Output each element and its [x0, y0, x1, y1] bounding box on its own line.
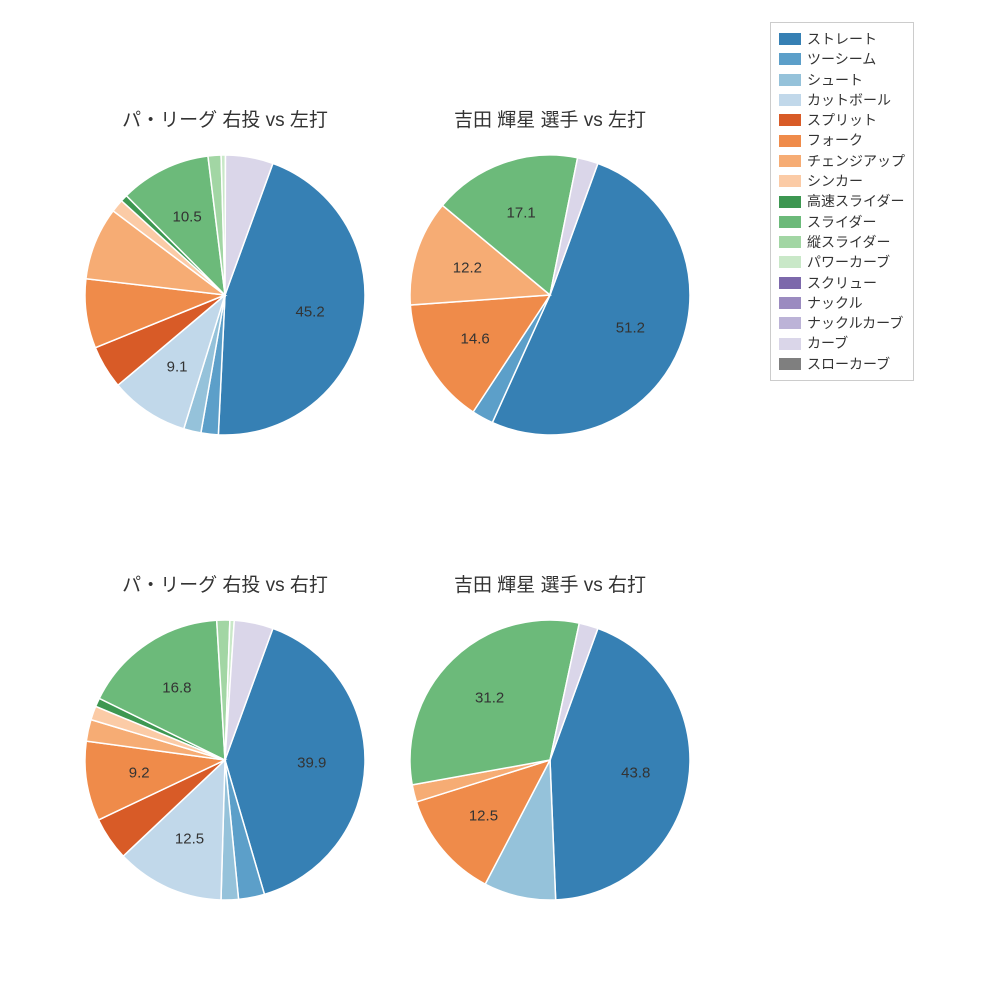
legend-item: カットボール [779, 90, 905, 110]
pie-slice-label: 9.1 [167, 359, 188, 376]
legend-item: ナックルカーブ [779, 313, 905, 333]
legend-box: ストレートツーシームシュートカットボールスプリットフォークチェンジアップシンカー… [770, 22, 914, 381]
legend-swatch [779, 175, 801, 187]
legend-item: フォーク [779, 130, 905, 150]
pie-slice-label: 16.8 [162, 679, 191, 696]
legend-item: ストレート [779, 29, 905, 49]
pie-slice-label: 14.6 [461, 330, 490, 347]
legend-swatch [779, 53, 801, 65]
legend-item: シュート [779, 70, 905, 90]
legend-item: 高速スライダー [779, 191, 905, 211]
legend-swatch [779, 74, 801, 86]
legend-label: フォーク [807, 130, 863, 150]
pie-slice-label: 39.9 [297, 754, 326, 771]
legend-label: 高速スライダー [807, 191, 904, 211]
legend-swatch [779, 358, 801, 370]
legend-item: スプリット [779, 110, 905, 130]
legend-swatch [779, 94, 801, 106]
legend-swatch [779, 216, 801, 228]
legend-swatch [779, 256, 801, 268]
legend-label: スローカーブ [807, 354, 890, 374]
legend-swatch [779, 114, 801, 126]
legend-label: カーブ [807, 333, 848, 353]
pie-slice-label: 12.5 [469, 807, 498, 824]
legend-label: スクリュー [807, 273, 877, 293]
legend-swatch [779, 33, 801, 45]
legend-swatch [779, 277, 801, 289]
legend-swatch [779, 317, 801, 329]
legend-item: スローカーブ [779, 354, 905, 374]
legend-swatch [779, 297, 801, 309]
legend-label: カットボール [807, 90, 891, 110]
legend-item: チェンジアップ [779, 151, 905, 171]
pie-slice-label: 12.5 [175, 831, 204, 848]
legend-label: スライダー [807, 212, 876, 232]
pie-slice-label: 31.2 [475, 689, 504, 706]
legend-item: パワーカーブ [779, 252, 905, 272]
legend-item: カーブ [779, 333, 905, 353]
pie-slice-label: 9.2 [129, 765, 150, 782]
legend-swatch [779, 196, 801, 208]
legend-item: ツーシーム [779, 49, 905, 69]
legend-label: ナックル [807, 293, 863, 313]
legend-item: ナックル [779, 293, 905, 313]
pie-slice-label: 10.5 [172, 208, 201, 225]
pie-slice-label: 12.2 [453, 260, 482, 277]
legend-label: ストレート [807, 29, 877, 49]
pie-slice-label: 17.1 [507, 205, 536, 222]
legend-label: ツーシーム [807, 49, 876, 69]
chart-page: パ・リーグ 右投 vs 左打 吉田 輝星 選手 vs 左打 パ・リーグ 右投 v… [0, 0, 1000, 1000]
legend-label: チェンジアップ [807, 151, 905, 171]
legend-swatch [779, 135, 801, 147]
legend-label: ナックルカーブ [807, 313, 903, 333]
legend-swatch [779, 338, 801, 350]
pie-slice-label: 45.2 [295, 304, 324, 321]
legend-label: シンカー [807, 171, 863, 191]
legend-label: 縦スライダー [807, 232, 890, 252]
legend-label: スプリット [807, 110, 877, 130]
legend-swatch [779, 236, 801, 248]
legend-item: スライダー [779, 212, 905, 232]
legend-item: シンカー [779, 171, 905, 191]
pie-slice-label: 51.2 [616, 319, 645, 336]
legend-swatch [779, 155, 801, 167]
legend-item: スクリュー [779, 273, 905, 293]
legend-label: シュート [807, 70, 863, 90]
pie-slice-label: 43.8 [621, 765, 650, 782]
legend-label: パワーカーブ [807, 252, 890, 272]
legend-item: 縦スライダー [779, 232, 905, 252]
